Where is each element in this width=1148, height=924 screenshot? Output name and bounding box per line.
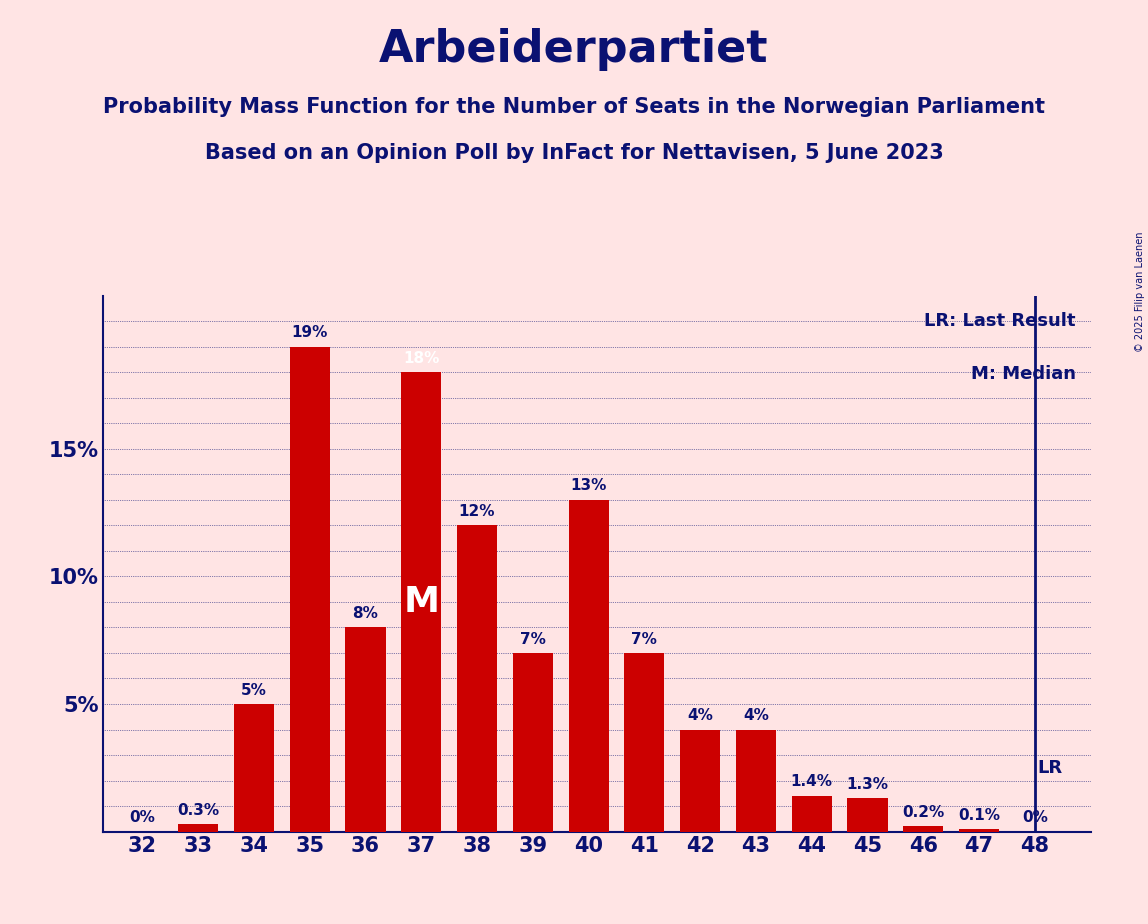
Bar [625, 653, 665, 832]
Bar [847, 798, 887, 832]
Text: 4%: 4% [688, 708, 713, 723]
Text: 0.1%: 0.1% [959, 808, 1000, 822]
Bar [680, 730, 720, 832]
Text: 0.2%: 0.2% [902, 805, 945, 821]
Bar [457, 526, 497, 832]
Text: 1.4%: 1.4% [791, 774, 832, 789]
Text: 13%: 13% [571, 479, 607, 493]
Text: 1.3%: 1.3% [846, 777, 889, 792]
Bar [513, 653, 553, 832]
Bar [289, 346, 329, 832]
Text: 4%: 4% [743, 708, 769, 723]
Text: 7%: 7% [631, 632, 658, 647]
Bar [178, 824, 218, 832]
Text: 7%: 7% [520, 632, 545, 647]
Text: 18%: 18% [403, 351, 440, 366]
Text: LR: LR [1038, 759, 1063, 777]
Text: © 2025 Filip van Laenen: © 2025 Filip van Laenen [1135, 231, 1145, 351]
Text: 8%: 8% [352, 606, 379, 621]
Text: M: M [403, 585, 440, 619]
Bar [346, 627, 386, 832]
Bar [959, 829, 999, 832]
Bar [903, 826, 944, 832]
Text: 19%: 19% [292, 325, 328, 340]
Text: 0%: 0% [130, 810, 155, 825]
Bar [792, 796, 832, 832]
Text: 0.3%: 0.3% [177, 803, 219, 818]
Text: LR: Last Result: LR: Last Result [924, 311, 1076, 330]
Text: 12%: 12% [459, 504, 495, 519]
Text: 0%: 0% [1022, 810, 1048, 825]
Bar [234, 704, 274, 832]
Text: Probability Mass Function for the Number of Seats in the Norwegian Parliament: Probability Mass Function for the Number… [103, 97, 1045, 117]
Bar [568, 500, 608, 832]
Bar [401, 372, 441, 832]
Text: M: Median: M: Median [971, 365, 1076, 383]
Text: 5%: 5% [241, 683, 266, 698]
Text: Based on an Opinion Poll by InFact for Nettavisen, 5 June 2023: Based on an Opinion Poll by InFact for N… [204, 143, 944, 164]
Bar [736, 730, 776, 832]
Text: Arbeiderpartiet: Arbeiderpartiet [379, 28, 769, 71]
